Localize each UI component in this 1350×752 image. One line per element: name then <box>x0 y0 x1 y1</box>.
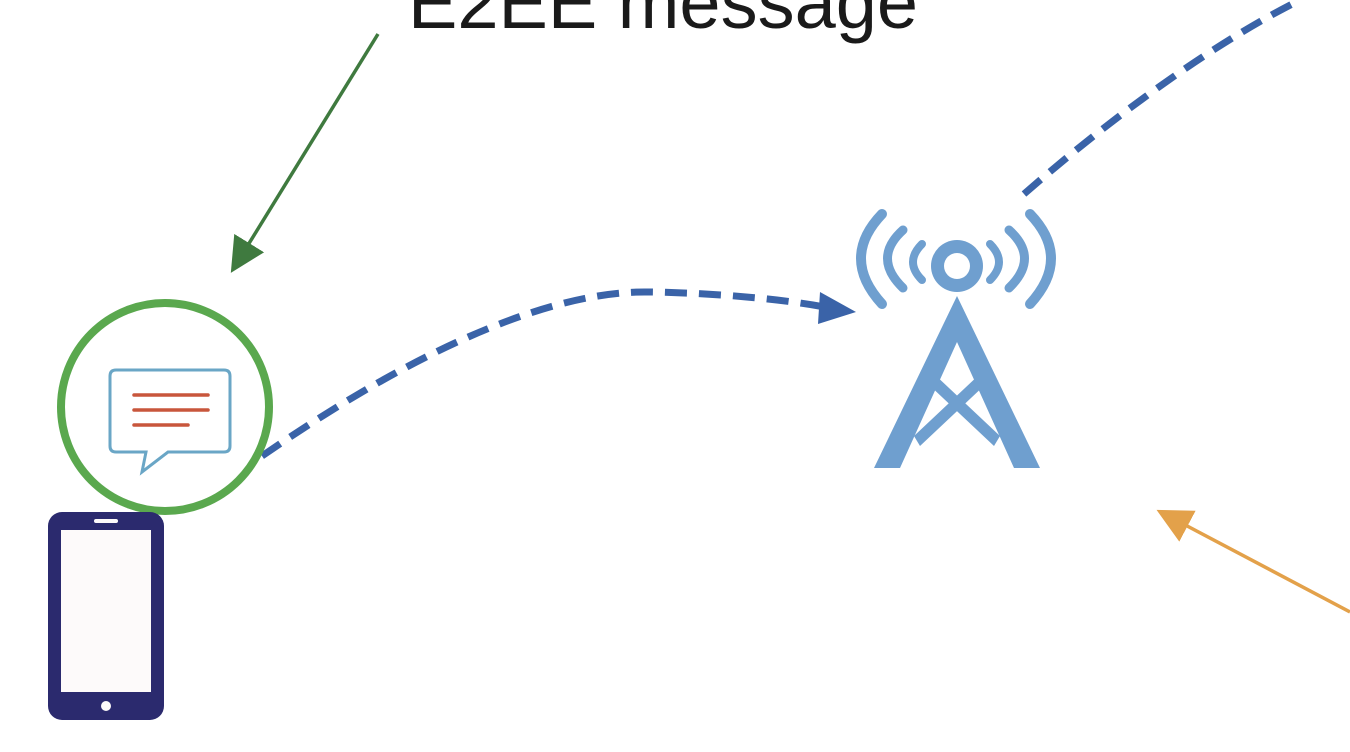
smartphone-icon <box>48 512 164 720</box>
caption-pointer-arrow <box>240 34 378 258</box>
chat-bubble-icon <box>61 303 269 511</box>
message-to-tower-arrowhead <box>818 292 856 324</box>
incoming-pointer-arrow <box>1172 518 1350 612</box>
tower-outbound-link <box>1024 0 1300 194</box>
message-to-tower-link <box>262 292 830 456</box>
radio-tower-icon <box>861 214 1051 468</box>
